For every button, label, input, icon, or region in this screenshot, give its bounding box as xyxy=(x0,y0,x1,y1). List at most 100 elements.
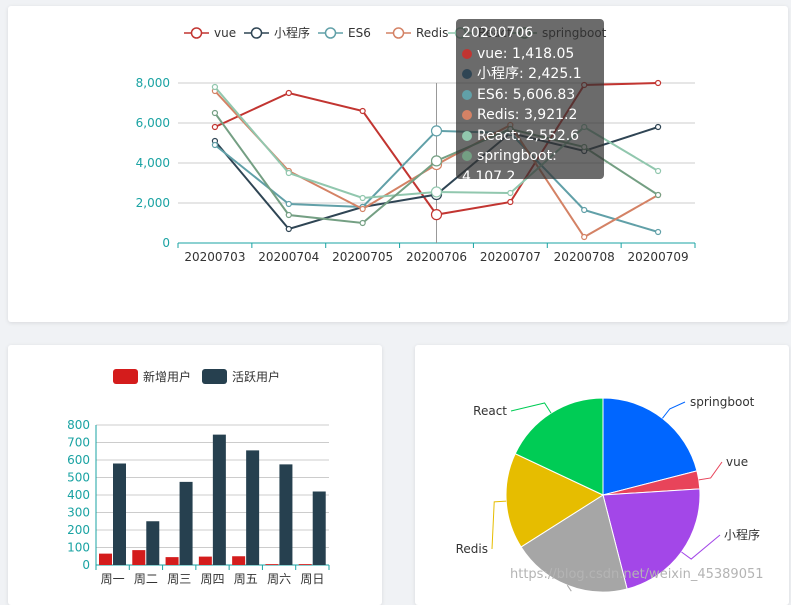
series-point-ES6 xyxy=(211,141,219,149)
pie-label-line xyxy=(510,402,552,414)
series-point-ES6 xyxy=(285,200,292,208)
series-point-vue xyxy=(285,89,292,97)
watermark: https://blog.csdn.net/weixin_45389051 xyxy=(510,567,764,582)
bar-x-tick-label: 周二 xyxy=(134,572,158,586)
series-point-小程序 xyxy=(285,225,292,233)
bar-new-user xyxy=(232,556,246,565)
pie-label: React xyxy=(473,404,507,418)
tooltip-item: ES6: 5,606.83 xyxy=(462,85,598,106)
bar-y-tick-label: 800 xyxy=(67,418,90,432)
series-point-小程序 xyxy=(654,123,662,131)
series-point-vue xyxy=(507,198,514,206)
bar-new-user xyxy=(132,550,146,565)
bar-x-tick-label: 周五 xyxy=(234,572,258,586)
tooltip-color-dot xyxy=(462,89,472,100)
x-tick-label: 20200709 xyxy=(628,250,689,264)
tooltip-color-dot xyxy=(462,48,472,59)
series-point-React xyxy=(211,83,219,91)
y-tick-label: 6,000 xyxy=(136,116,170,130)
bar-legend-label-new: 新增用户 xyxy=(143,369,191,384)
series-point-springboot xyxy=(285,211,292,219)
series-point-springboot xyxy=(654,191,662,199)
bar-new-user xyxy=(265,564,279,565)
bar-legend-swatch-new xyxy=(113,369,138,384)
bar-x-tick-label: 周四 xyxy=(200,572,224,586)
bar-active-user xyxy=(212,434,226,565)
bar-legend-swatch-active xyxy=(202,369,227,384)
series-point-React xyxy=(507,189,514,197)
bar-new-user xyxy=(165,557,179,565)
series-point-React xyxy=(285,169,292,177)
legend-label-2: ES6 xyxy=(348,26,371,40)
legend-marker-3 xyxy=(392,27,405,39)
bar-active-user xyxy=(146,521,160,565)
tooltip-item: React: 2,552.6 xyxy=(462,126,598,147)
pie-label: vue xyxy=(726,455,748,469)
pie-label: springboot xyxy=(690,395,755,409)
pie-label-line xyxy=(698,461,723,481)
series-point-vue xyxy=(359,107,366,115)
pie-label: 小程序 xyxy=(724,527,760,542)
x-tick-label: 20200705 xyxy=(332,250,393,264)
y-tick-label: 8,000 xyxy=(136,76,170,90)
series-point-vue xyxy=(211,123,219,131)
line-chart-card xyxy=(8,6,788,322)
bar-new-user xyxy=(298,564,312,565)
x-tick-label: 20200703 xyxy=(184,250,245,264)
bar-active-user xyxy=(279,464,293,565)
tooltip-color-dot xyxy=(462,151,472,161)
series-point-Redis xyxy=(581,233,588,241)
tooltip-item: springboot: 4,107.2 xyxy=(462,146,598,187)
bar-x-tick-label: 周日 xyxy=(300,572,324,586)
series-point-springboot xyxy=(359,219,366,227)
pie-slice-React xyxy=(514,397,604,496)
series-point-React xyxy=(359,194,366,202)
legend-marker-2 xyxy=(324,27,337,39)
series-point-ES6 xyxy=(581,206,588,214)
series-point-springboot xyxy=(430,155,443,167)
series-point-vue xyxy=(654,79,662,87)
tooltip-color-dot xyxy=(462,110,472,120)
series-point-React xyxy=(654,167,662,175)
x-tick-label: 20200704 xyxy=(258,250,319,264)
pie-label-line xyxy=(681,534,721,560)
bar-y-tick-label: 300 xyxy=(67,506,90,520)
pie-label: Redis xyxy=(456,542,488,556)
tooltip-item-text: springboot: 4,107.2 xyxy=(462,148,557,185)
bar-x-tick-label: 周一 xyxy=(101,572,125,586)
bar-active-user xyxy=(312,491,326,565)
tooltip-item-text: 小程序: 2,425.1 xyxy=(477,66,582,82)
tooltip-item-text: React: 2,552.6 xyxy=(477,127,580,144)
tooltip-item: Redis: 3,921.2 xyxy=(462,105,598,126)
bar-new-user xyxy=(198,556,212,565)
bar-y-tick-label: 700 xyxy=(67,436,90,450)
x-tick-label: 20200708 xyxy=(554,250,615,264)
bar-x-tick-label: 周六 xyxy=(267,572,291,586)
bar-legend-label-active: 活跃用户 xyxy=(232,369,280,384)
tooltip-item: 小程序: 2,425.1 xyxy=(462,64,598,85)
y-tick-label: 0 xyxy=(162,236,170,250)
pie-slice-小程序 xyxy=(602,488,701,590)
bar-y-tick-label: 500 xyxy=(67,471,90,485)
tooltip-item-text: ES6: 5,606.83 xyxy=(477,86,576,103)
series-point-springboot xyxy=(211,109,219,117)
legend-label-0: vue xyxy=(214,26,236,40)
bar-x-tick-label: 周三 xyxy=(167,572,191,586)
bar-active-user xyxy=(246,450,260,565)
pie-label-line xyxy=(566,584,572,592)
y-tick-label: 2,000 xyxy=(136,196,170,210)
bar-y-tick-label: 200 xyxy=(67,523,90,537)
series-point-ES6 xyxy=(430,125,443,137)
tooltip-item-text: vue: 1,418.05 xyxy=(477,45,575,62)
y-tick-label: 4,000 xyxy=(136,156,170,170)
bar-active-user xyxy=(113,463,126,565)
pie-slice-unlabeled xyxy=(520,494,628,593)
tooltip-color-dot xyxy=(462,69,472,79)
x-tick-label: 20200707 xyxy=(480,250,541,264)
pie-label-line xyxy=(662,401,686,419)
series-point-Redis xyxy=(359,205,366,213)
series-point-vue xyxy=(430,209,443,221)
series-point-ES6 xyxy=(654,228,662,236)
legend-marker-1 xyxy=(250,27,263,39)
